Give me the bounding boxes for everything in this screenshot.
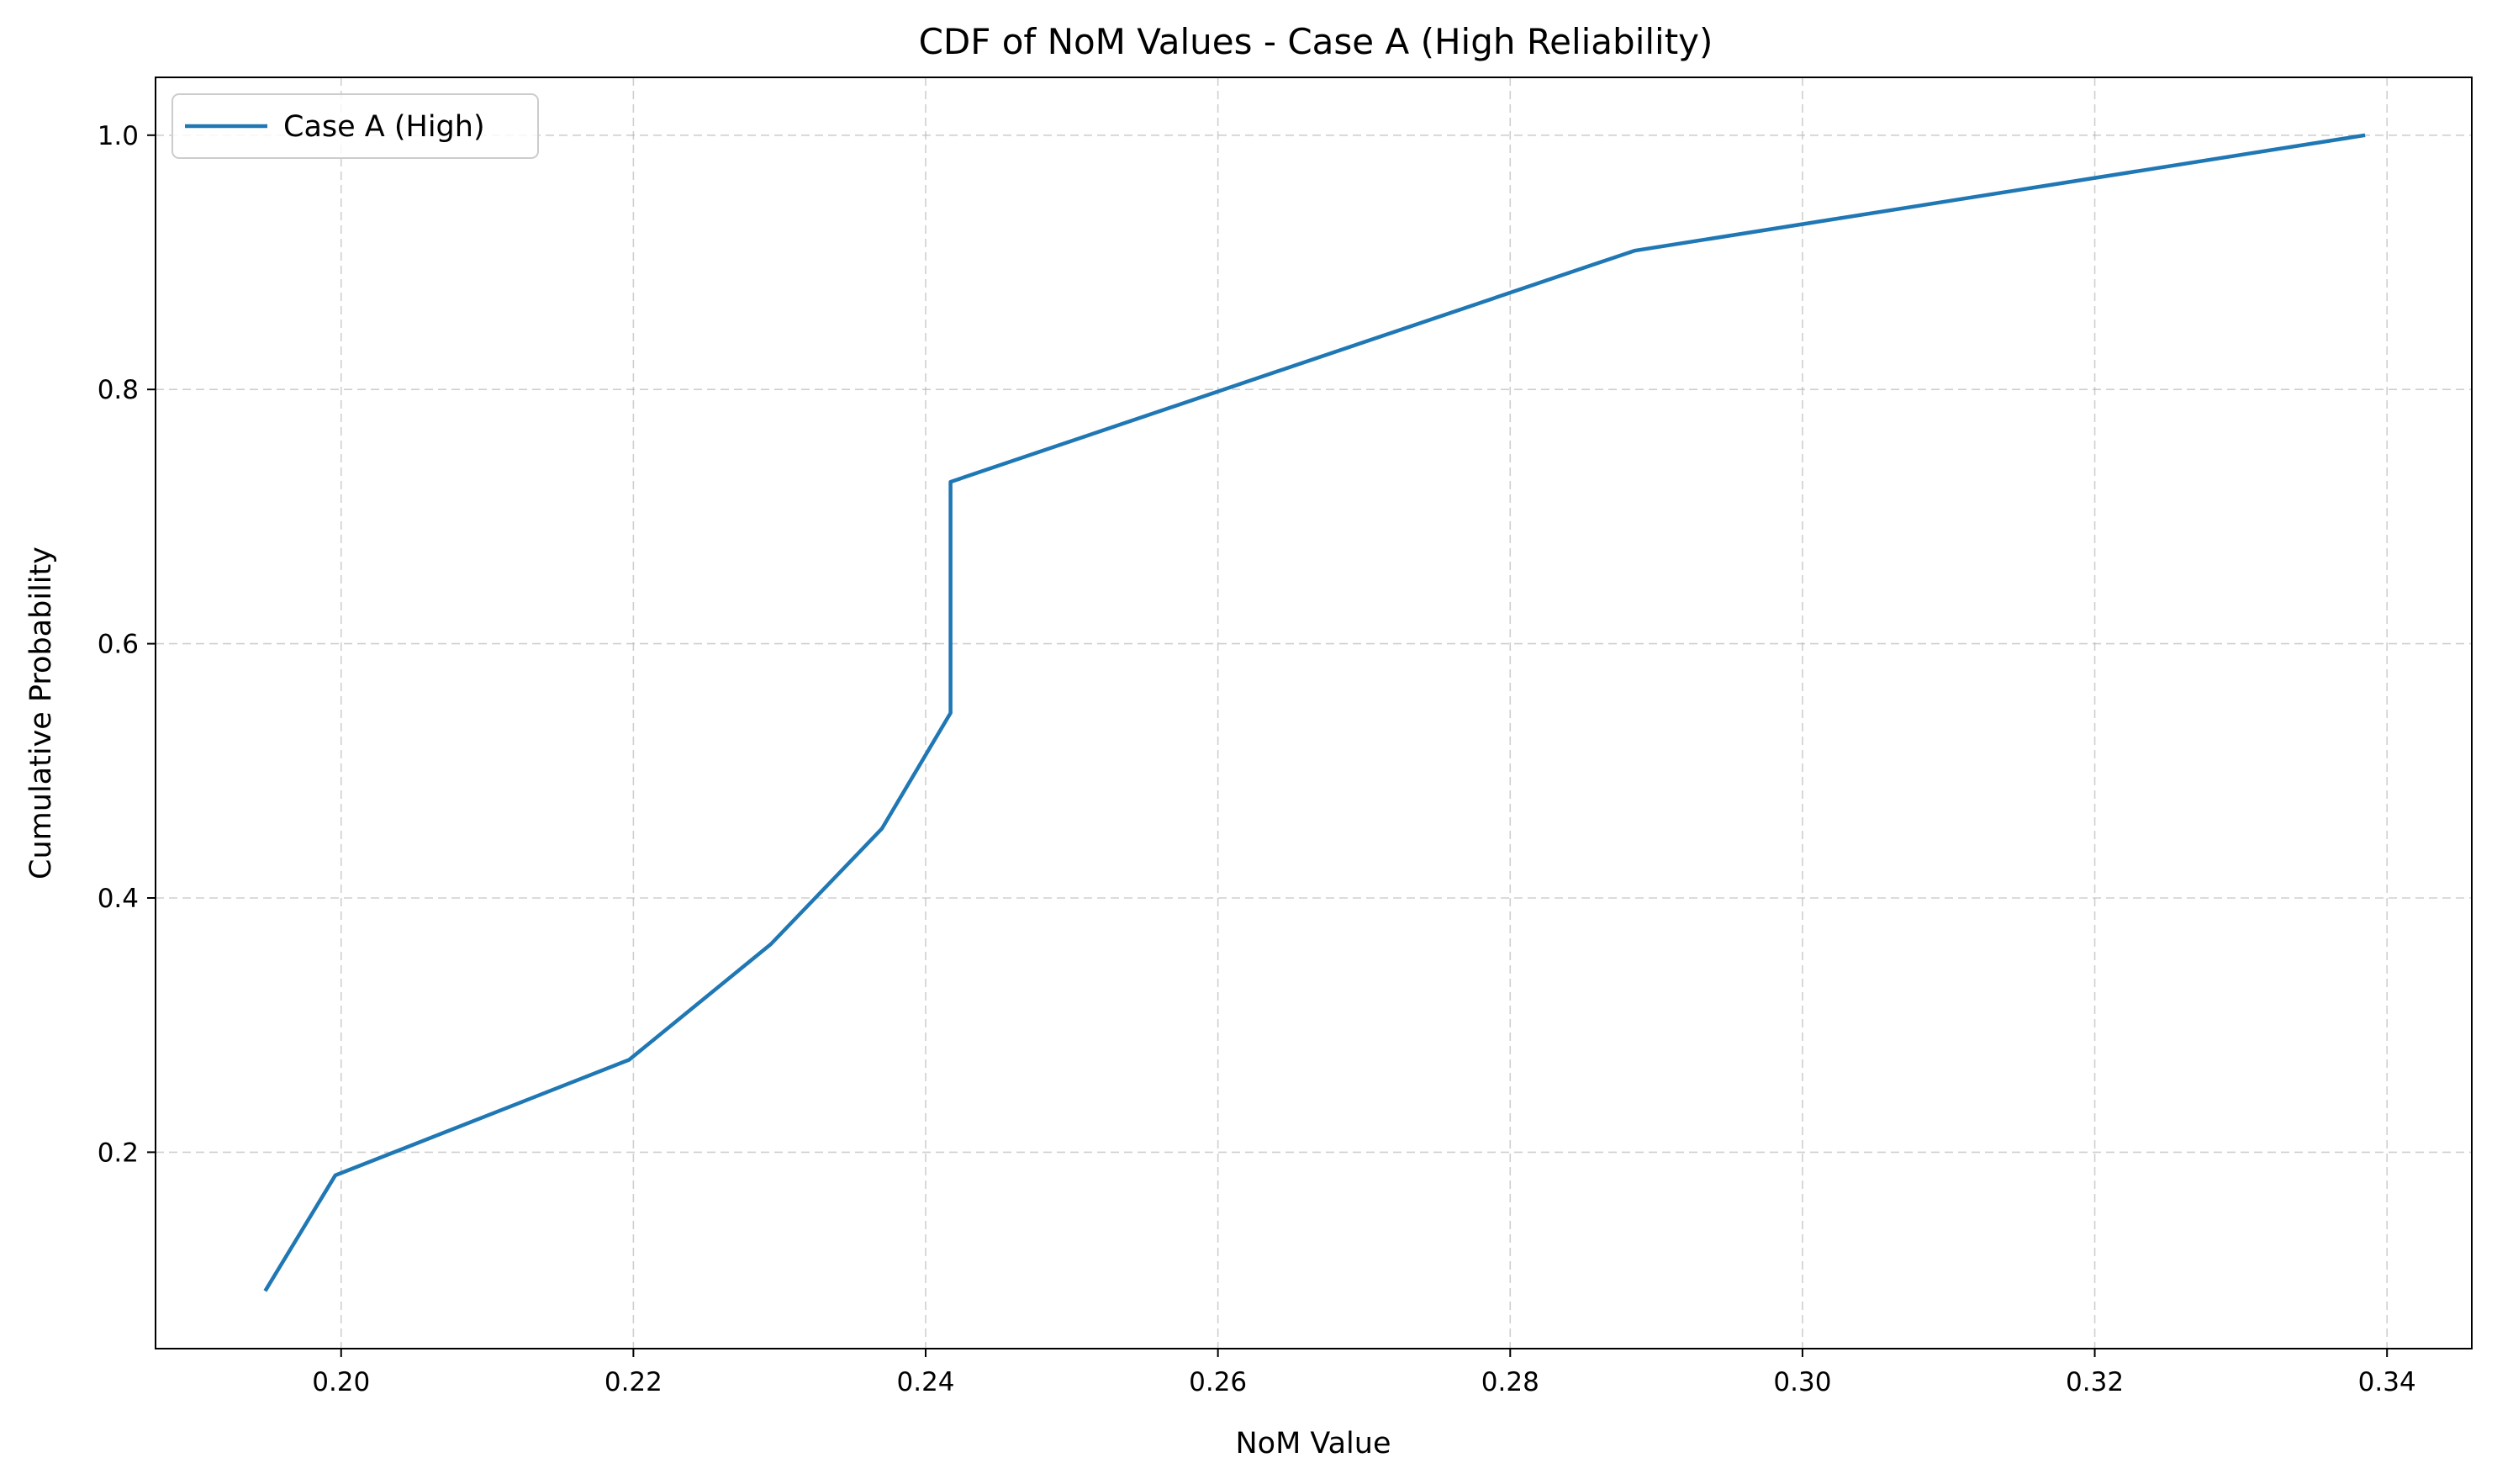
x-tick-label: 0.30 bbox=[1773, 1367, 1831, 1397]
y-tick-label: 0.2 bbox=[98, 1138, 139, 1168]
y-tick-label: 0.8 bbox=[98, 375, 139, 405]
x-tick-label: 0.24 bbox=[897, 1367, 955, 1397]
legend-box bbox=[172, 93, 539, 159]
legend-label: Case A (High) bbox=[283, 110, 485, 144]
x-axis-label: NoM Value bbox=[1235, 1427, 1391, 1460]
x-tick-label: 0.28 bbox=[1481, 1367, 1539, 1397]
y-tick-label: 0.6 bbox=[98, 630, 139, 660]
series-line bbox=[263, 133, 2366, 1292]
grid-layer bbox=[156, 77, 2472, 1349]
x-tick-label: 0.34 bbox=[2358, 1367, 2416, 1397]
ticks-layer: 0.20 0.22 0.24 0.26 0.28 0.30 0.32 0.34 0.2 0.4 0.… bbox=[98, 121, 2416, 1397]
y-tick-label: 1.0 bbox=[98, 121, 139, 151]
x-tick-label: 0.32 bbox=[2066, 1367, 2124, 1397]
plot-frame bbox=[155, 77, 2473, 1349]
x-tick-label: 0.22 bbox=[604, 1367, 663, 1397]
series-layer bbox=[263, 133, 2366, 1292]
x-tick-label: 0.26 bbox=[1189, 1367, 1247, 1397]
y-tick-label: 0.4 bbox=[98, 884, 139, 914]
chart-title: CDF of NoM Values - Case A (High Reliabi… bbox=[919, 21, 1713, 62]
x-tick-label: 0.20 bbox=[312, 1367, 370, 1397]
legend: Case A (High) bbox=[172, 93, 539, 159]
y-axis-label: Cumulative Probability bbox=[24, 547, 58, 879]
